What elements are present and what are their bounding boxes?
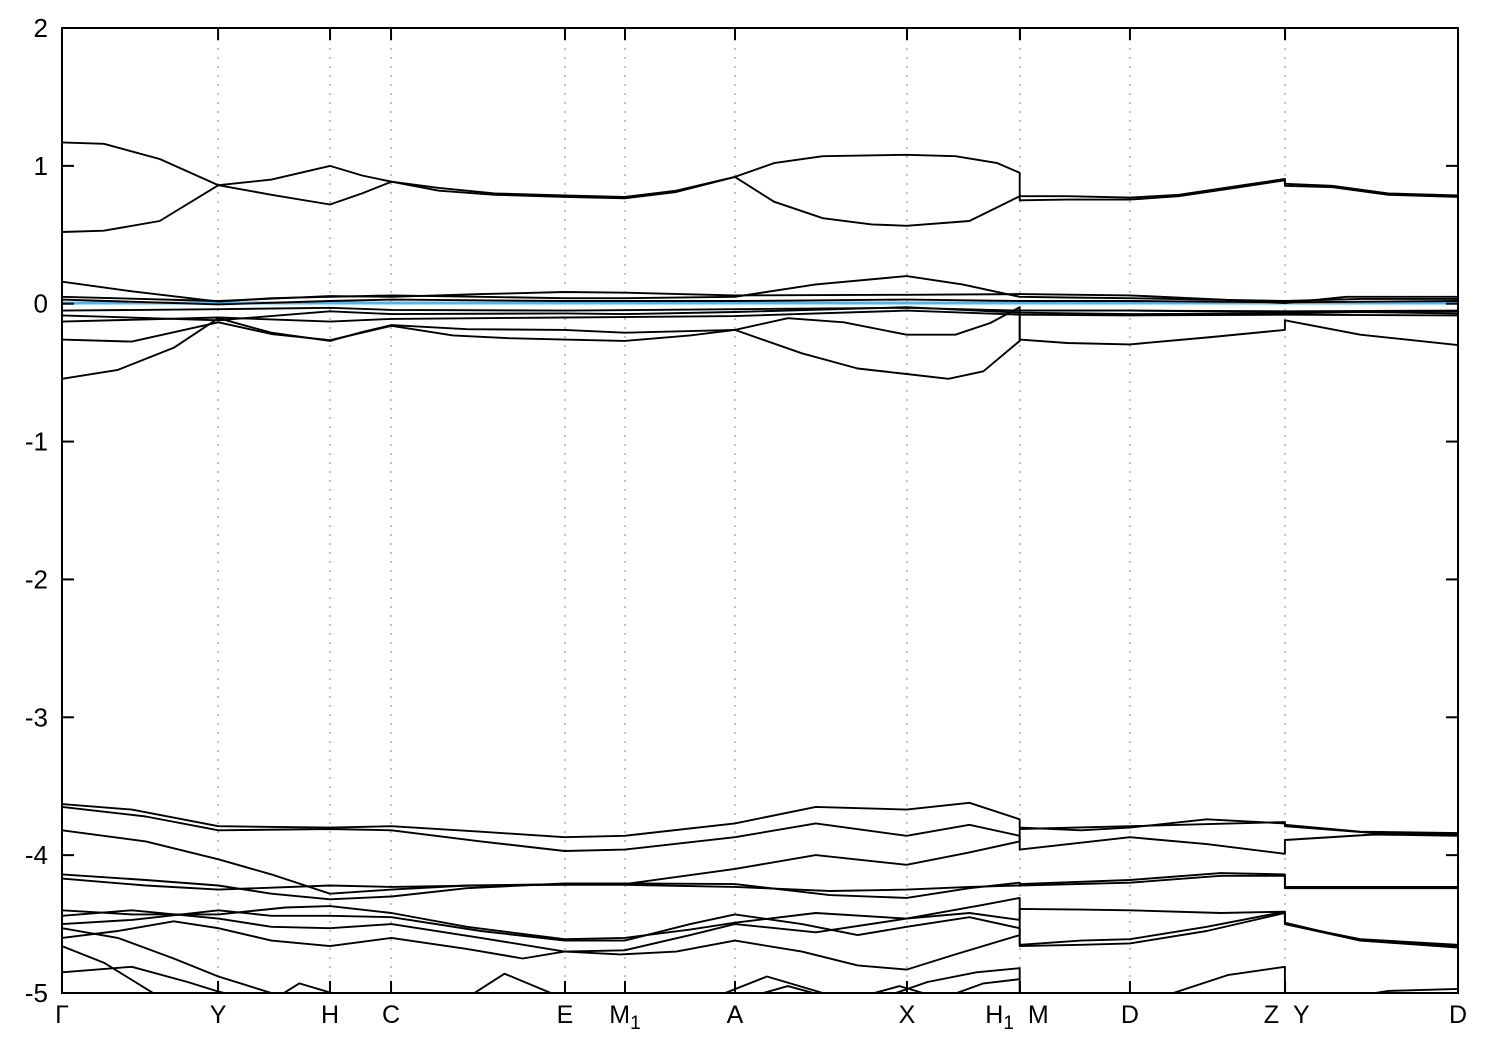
band-line-valence-17 [62,920,1020,971]
y-tick-label--2: -2 [25,564,48,594]
band-line-valence-14 [62,905,1458,948]
k-label-8-h1: H1 [985,1001,1014,1034]
plot-frame [61,27,1459,994]
y-tick-label-0: 0 [34,289,48,319]
band-line-valence-03 [62,298,1458,306]
k-label-12-y: Y [1293,1001,1310,1029]
k-label-5-m1: M1 [609,1001,640,1034]
k-label-3-c: C [382,1001,400,1029]
k-label-6-a: A [727,1001,744,1029]
k-label-0-γ: Γ [55,1001,69,1029]
y-tick-label-2: 2 [34,13,48,43]
band-line-valence-16 [62,909,1458,949]
band-line-conduction-1 [62,141,1458,199]
y-tick-label--5: -5 [25,978,48,1008]
k-label-9-m: M [1028,1001,1049,1029]
k-label-2-h: H [321,1001,339,1029]
band-line-valence-20 [62,927,275,993]
k-label-13-d: D [1449,1001,1467,1029]
band-line-conduction-2 [62,175,1458,233]
band-line-valence-18 [62,945,1458,993]
band-line-valence-11 [62,821,1458,895]
band-curves [62,141,1458,993]
y-tick-label--4: -4 [25,840,48,870]
k-label-11-z: Z [1264,1001,1279,1029]
band-line-valence-05 [62,306,1458,322]
k-label-7-x: X [899,1001,916,1029]
band-line-valence-06 [62,309,1458,323]
y-tick-label-1: 1 [34,151,48,181]
k-label-1-y: Y [210,1001,227,1029]
k-label-10-d: D [1121,1001,1139,1029]
band-line-valence-10 [62,805,1458,855]
y-tick-label--3: -3 [25,702,48,732]
band-line-valence-08 [62,309,1458,380]
band-line-valence-12 [62,872,1458,901]
band-line-valence-13 [62,874,1458,892]
band-line-valence-15 [62,896,1458,953]
y-tick-label--1: -1 [25,427,48,457]
band-line-valence-19 [62,965,1020,993]
k-label-4-e: E [557,1001,574,1029]
